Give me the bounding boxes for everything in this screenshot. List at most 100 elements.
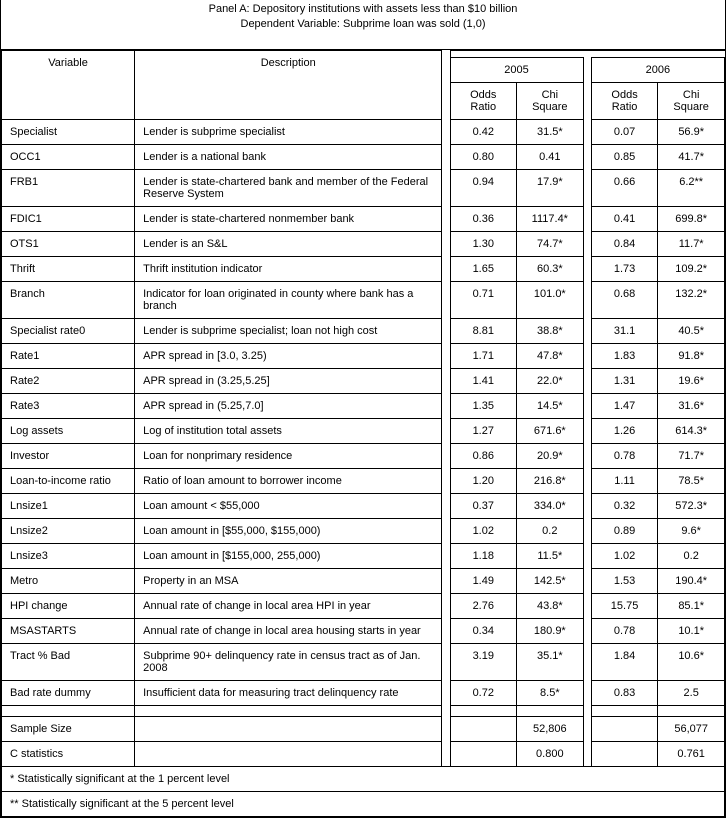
table-row: MSASTARTSAnnual rate of change in local … bbox=[2, 618, 725, 643]
var-cell: Lnsize1 bbox=[2, 493, 135, 518]
table-row: Lnsize3Loan amount in [$155,000, 255,000… bbox=[2, 543, 725, 568]
chi-2006: 0.2 bbox=[658, 543, 725, 568]
desc-cell: Loan amount in [$155,000, 255,000) bbox=[135, 543, 442, 568]
odds-2006: 1.31 bbox=[591, 368, 658, 393]
desc-cell: Lender is subprime specialist; loan not … bbox=[135, 318, 442, 343]
cstat-2005: 0.800 bbox=[517, 741, 584, 766]
odds-2005: 1.27 bbox=[450, 418, 517, 443]
odds-2006: 1.11 bbox=[591, 468, 658, 493]
panel-title-line1: Panel A: Depository institutions with as… bbox=[1, 2, 725, 17]
table-row: SpecialistLender is subprime specialist0… bbox=[2, 119, 725, 144]
chi-2005: 11.5* bbox=[517, 543, 584, 568]
chi-2005: 35.1* bbox=[517, 643, 584, 680]
desc-cell: Annual rate of change in local area hous… bbox=[135, 618, 442, 643]
chi-2005: 0.2 bbox=[517, 518, 584, 543]
odds-2005: 1.20 bbox=[450, 468, 517, 493]
col-variable: Variable bbox=[2, 50, 135, 119]
chi-2006: 85.1* bbox=[658, 593, 725, 618]
chi-2005: 1117.4* bbox=[517, 206, 584, 231]
var-cell: Branch bbox=[2, 281, 135, 318]
col-odds-2006: Odds Ratio bbox=[591, 82, 658, 119]
odds-2006: 0.89 bbox=[591, 518, 658, 543]
odds-2005: 0.80 bbox=[450, 144, 517, 169]
var-cell: Rate2 bbox=[2, 368, 135, 393]
var-cell: HPI change bbox=[2, 593, 135, 618]
desc-cell: Lender is an S&L bbox=[135, 231, 442, 256]
footnote-1-row: * Statistically significant at the 1 per… bbox=[2, 766, 725, 791]
chi-2006: 11.7* bbox=[658, 231, 725, 256]
chi-2006: 9.6* bbox=[658, 518, 725, 543]
odds-2005: 1.02 bbox=[450, 518, 517, 543]
chi-2005: 180.9* bbox=[517, 618, 584, 643]
table-row: OTS1Lender is an S&L1.3074.7*0.8411.7* bbox=[2, 231, 725, 256]
odds-2006: 0.85 bbox=[591, 144, 658, 169]
chi-2005: 60.3* bbox=[517, 256, 584, 281]
chi-2005: 31.5* bbox=[517, 119, 584, 144]
odds-2005: 1.71 bbox=[450, 343, 517, 368]
chi-2005: 216.8* bbox=[517, 468, 584, 493]
gap bbox=[583, 82, 591, 119]
chi-2005: 14.5* bbox=[517, 393, 584, 418]
cstat-2006: 0.761 bbox=[658, 741, 725, 766]
table-row: FRB1Lender is state-chartered bank and m… bbox=[2, 169, 725, 206]
chi-2006: 91.8* bbox=[658, 343, 725, 368]
chi-2005: 20.9* bbox=[517, 443, 584, 468]
desc-cell: Loan for nonprimary residence bbox=[135, 443, 442, 468]
sample-size-label: Sample Size bbox=[2, 716, 135, 741]
footnote-1: * Statistically significant at the 1 per… bbox=[2, 766, 725, 791]
desc-cell: Subprime 90+ delinquency rate in census … bbox=[135, 643, 442, 680]
odds-2006: 0.66 bbox=[591, 169, 658, 206]
chi-2005: 22.0* bbox=[517, 368, 584, 393]
var-cell: Investor bbox=[2, 443, 135, 468]
empty bbox=[450, 716, 517, 741]
chi-2005: 38.8* bbox=[517, 318, 584, 343]
odds-2006: 0.78 bbox=[591, 618, 658, 643]
table-row: Rate3APR spread in (5.25,7.0]1.3514.5*1.… bbox=[2, 393, 725, 418]
table-row: FDIC1Lender is state-chartered nonmember… bbox=[2, 206, 725, 231]
table-row: HPI changeAnnual rate of change in local… bbox=[2, 593, 725, 618]
desc-cell: Lender is state-chartered nonmember bank bbox=[135, 206, 442, 231]
table-row: ThriftThrift institution indicator1.6560… bbox=[2, 256, 725, 281]
col-chi-2005: Chi Square bbox=[517, 82, 584, 119]
table-row: Lnsize1Loan amount < $55,0000.37334.0*0.… bbox=[2, 493, 725, 518]
chi-2006: 31.6* bbox=[658, 393, 725, 418]
odds-2005: 1.35 bbox=[450, 393, 517, 418]
desc-cell: Ratio of loan amount to borrower income bbox=[135, 468, 442, 493]
chi-2006: 10.1* bbox=[658, 618, 725, 643]
sample-2006: 56,077 bbox=[658, 716, 725, 741]
var-cell: Rate3 bbox=[2, 393, 135, 418]
chi-2006: 6.2** bbox=[658, 169, 725, 206]
empty bbox=[450, 741, 517, 766]
var-cell: Lnsize2 bbox=[2, 518, 135, 543]
chi-2006: 132.2* bbox=[658, 281, 725, 318]
var-cell: OCC1 bbox=[2, 144, 135, 169]
table-row: BranchIndicator for loan originated in c… bbox=[2, 281, 725, 318]
chi-2006: 2.5 bbox=[658, 680, 725, 705]
odds-2006: 0.68 bbox=[591, 281, 658, 318]
var-cell: MSASTARTS bbox=[2, 618, 135, 643]
chi-2006: 71.7* bbox=[658, 443, 725, 468]
gap bbox=[442, 50, 450, 119]
var-cell: Bad rate dummy bbox=[2, 680, 135, 705]
chi-2005: 47.8* bbox=[517, 343, 584, 368]
col-2005: 2005 bbox=[450, 57, 583, 82]
table-row: MetroProperty in an MSA1.49142.5*1.53190… bbox=[2, 568, 725, 593]
desc-cell: Lender is state-chartered bank and membe… bbox=[135, 169, 442, 206]
var-cell: Rate1 bbox=[2, 343, 135, 368]
var-cell: Tract % Bad bbox=[2, 643, 135, 680]
panel-header: Panel A: Depository institutions with as… bbox=[1, 0, 725, 50]
chi-2005: 43.8* bbox=[517, 593, 584, 618]
chi-2006: 190.4* bbox=[658, 568, 725, 593]
desc-cell: APR spread in (5.25,7.0] bbox=[135, 393, 442, 418]
desc-cell: Annual rate of change in local area HPI … bbox=[135, 593, 442, 618]
empty bbox=[591, 716, 658, 741]
chi-2006: 614.3* bbox=[658, 418, 725, 443]
odds-2006: 0.07 bbox=[591, 119, 658, 144]
chi-2006: 10.6* bbox=[658, 643, 725, 680]
odds-2006: 0.41 bbox=[591, 206, 658, 231]
table-row: Rate1APR spread in [3.0, 3.25)1.7147.8*1… bbox=[2, 343, 725, 368]
odds-2006: 1.26 bbox=[591, 418, 658, 443]
var-cell: OTS1 bbox=[2, 231, 135, 256]
spacer-row bbox=[2, 705, 725, 716]
table-row: Rate2APR spread in (3.25,5.25]1.4122.0*1… bbox=[2, 368, 725, 393]
